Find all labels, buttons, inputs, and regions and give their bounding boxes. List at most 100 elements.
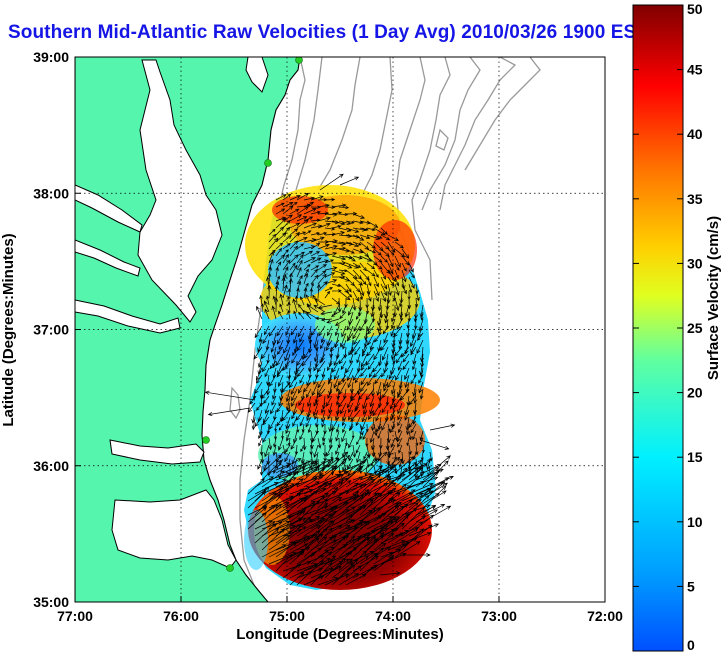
velocity-vector bbox=[296, 476, 319, 488]
colorbar-tick-label: 50 bbox=[687, 1, 703, 17]
velocity-vector bbox=[331, 269, 346, 275]
velocity-vector bbox=[317, 280, 328, 292]
velocity-vector bbox=[275, 458, 302, 474]
velocity-vector bbox=[331, 203, 347, 208]
velocity-vector bbox=[268, 472, 291, 481]
velocity-vector bbox=[324, 197, 336, 202]
velocity-vector bbox=[299, 332, 305, 343]
velocity-vector bbox=[394, 528, 419, 544]
velocity-vector bbox=[303, 257, 316, 264]
velocity-vector bbox=[359, 290, 364, 301]
velocity-vector bbox=[331, 255, 347, 261]
velocity-vector bbox=[373, 497, 394, 516]
velocity-vector bbox=[377, 430, 382, 440]
velocity-vector bbox=[313, 374, 319, 386]
velocity-vector bbox=[303, 222, 318, 229]
velocity-vector bbox=[373, 276, 379, 288]
velocity-vector bbox=[299, 430, 305, 441]
velocity-vector bbox=[394, 297, 400, 312]
velocity-vector bbox=[397, 409, 403, 421]
velocity-vector bbox=[282, 249, 289, 257]
velocity-vector bbox=[401, 255, 410, 266]
velocity-vector bbox=[419, 437, 424, 446]
velocity-vector bbox=[422, 485, 447, 509]
velocity-vector bbox=[387, 467, 408, 488]
velocity-vector bbox=[415, 290, 420, 302]
velocity-vector bbox=[310, 268, 319, 278]
velocity-vector bbox=[266, 451, 271, 466]
velocity-vector bbox=[282, 219, 291, 229]
velocity-vector bbox=[296, 251, 306, 257]
velocity-vector bbox=[345, 555, 370, 572]
velocity-vector bbox=[324, 205, 336, 210]
velocity-vector bbox=[267, 284, 272, 299]
velocity-vector bbox=[331, 564, 356, 586]
velocity-vector bbox=[353, 332, 361, 346]
velocity-vector bbox=[373, 248, 382, 256]
velocity-vector bbox=[429, 451, 433, 462]
velocity-vector bbox=[254, 486, 270, 502]
velocity-vector bbox=[299, 374, 305, 384]
velocity-vector bbox=[259, 465, 264, 476]
velocity-vector bbox=[298, 395, 305, 407]
velocity-vector bbox=[394, 541, 421, 558]
velocity-vector bbox=[352, 262, 362, 268]
velocity-vector bbox=[387, 276, 395, 287]
velocity-vector bbox=[341, 416, 347, 427]
velocity-vector bbox=[401, 248, 410, 259]
velocity-vector bbox=[291, 409, 298, 420]
velocity-vector bbox=[296, 570, 312, 586]
velocity-vector bbox=[296, 547, 322, 565]
velocity-vector bbox=[267, 272, 272, 285]
velocity-vector bbox=[290, 381, 298, 395]
velocity-vector bbox=[365, 423, 369, 433]
velocity-vector bbox=[296, 266, 302, 278]
velocity-vector bbox=[282, 243, 291, 250]
velocity-vector bbox=[359, 234, 371, 239]
velocity-vector bbox=[305, 416, 312, 428]
velocity-vector bbox=[273, 437, 277, 448]
velocity-vector bbox=[303, 230, 312, 236]
velocity-vector bbox=[394, 514, 409, 530]
velocity-vector bbox=[289, 214, 303, 222]
velocity-vector bbox=[256, 305, 263, 320]
velocity-vector bbox=[401, 269, 407, 283]
velocity-vector bbox=[358, 297, 363, 312]
velocity-vector bbox=[320, 317, 333, 322]
velocity-vector bbox=[262, 332, 270, 344]
velocity-vector bbox=[312, 402, 319, 417]
velocity-vector bbox=[303, 208, 317, 215]
velocity-vector bbox=[310, 210, 321, 215]
velocity-vector bbox=[303, 272, 309, 285]
velocity-vector bbox=[291, 388, 298, 402]
velocity-vector bbox=[251, 416, 256, 431]
velocity-vector bbox=[383, 381, 389, 392]
velocity-vector bbox=[345, 573, 367, 586]
velocity-vector bbox=[338, 519, 356, 530]
velocity-vector bbox=[282, 470, 299, 488]
velocity-vector bbox=[394, 467, 420, 488]
velocity-vector bbox=[281, 430, 285, 440]
velocity-vector bbox=[331, 558, 350, 572]
velocity-vector bbox=[380, 241, 390, 250]
stray-velocity-vector bbox=[419, 439, 450, 450]
velocity-vector bbox=[327, 325, 333, 337]
velocity-vector bbox=[359, 283, 365, 297]
radar-stations bbox=[202, 57, 303, 572]
velocity-vector bbox=[260, 303, 264, 313]
velocity-vector bbox=[415, 514, 435, 530]
velocity-vector bbox=[385, 437, 390, 451]
velocity-vector bbox=[275, 266, 279, 278]
velocity-vector bbox=[275, 247, 282, 257]
velocity-vector bbox=[402, 353, 410, 363]
velocity-vector bbox=[380, 367, 389, 378]
velocity-vector bbox=[338, 262, 353, 269]
velocity-vector bbox=[345, 262, 359, 269]
velocity-vector bbox=[338, 353, 347, 365]
velocity-vector bbox=[261, 503, 282, 523]
velocity-vector bbox=[314, 388, 319, 405]
velocity-vector bbox=[271, 305, 277, 320]
velocity-vector bbox=[313, 360, 319, 372]
velocity-vector bbox=[394, 456, 415, 474]
velocity-vector bbox=[331, 360, 340, 373]
